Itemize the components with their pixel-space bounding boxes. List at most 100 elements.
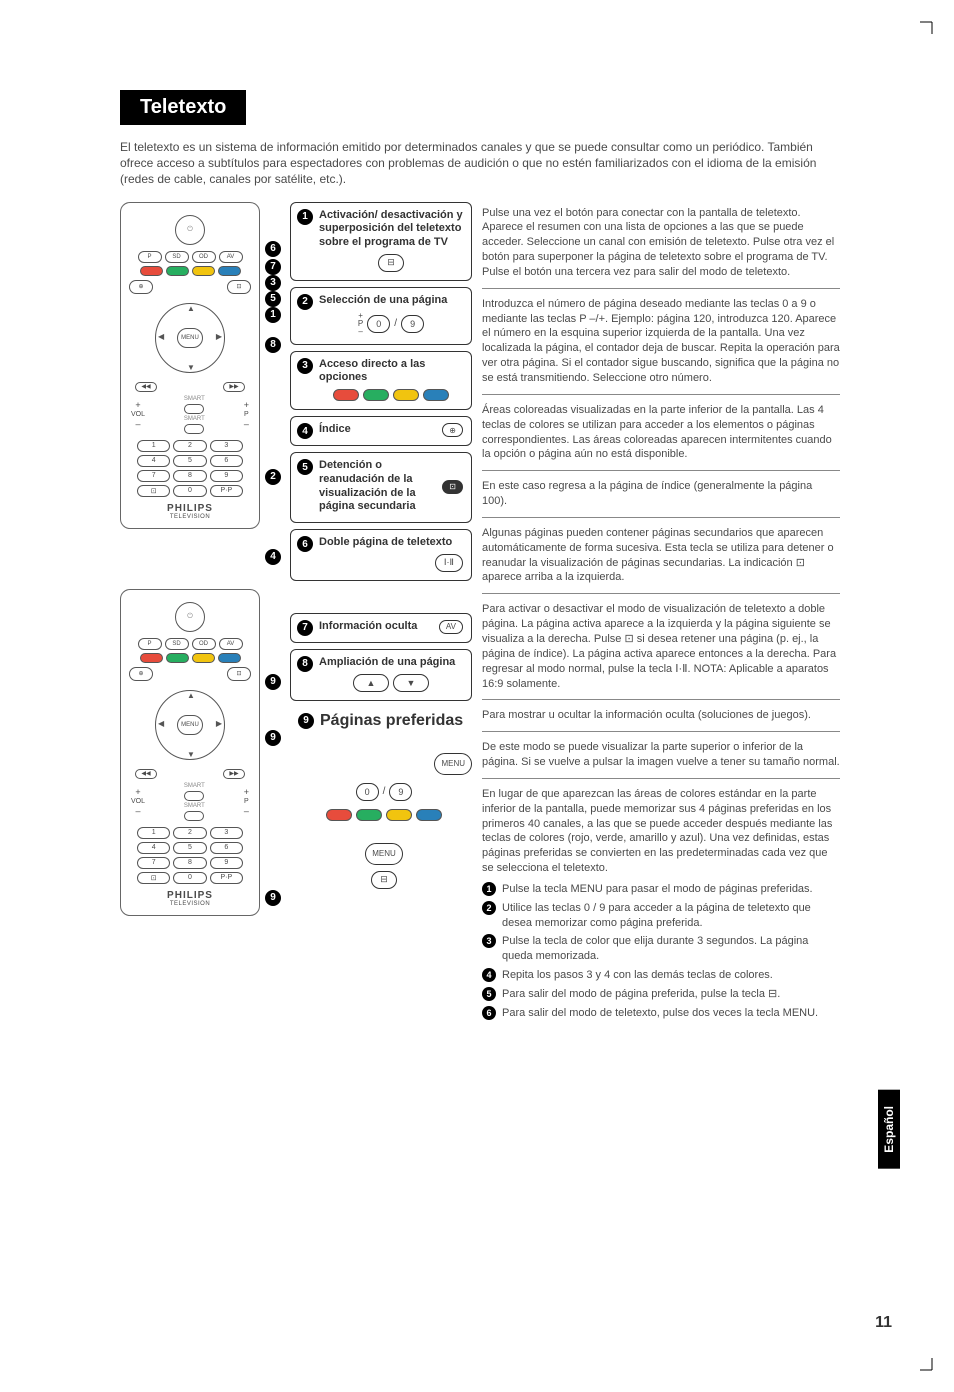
- remote-btn: AV: [219, 638, 243, 650]
- blue-button-icon: [218, 653, 241, 663]
- page-number: 11: [875, 1314, 892, 1332]
- red-button-icon: [333, 389, 359, 401]
- feature-number-badge: 4: [297, 423, 313, 439]
- remote-btn: ⊡: [227, 667, 251, 681]
- remote-btn: ▶▶: [223, 382, 245, 392]
- feature-number-badge: 5: [297, 459, 313, 475]
- feature-box: 4 Índice ⊕: [290, 416, 472, 446]
- remote-btn: AV: [219, 251, 243, 263]
- brand-label: PHILIPS: [129, 890, 251, 901]
- slash-icon: /: [383, 786, 386, 797]
- subpage-icon: ⊡: [442, 480, 463, 494]
- p-updown-icon: +P–: [358, 312, 363, 336]
- dual-page-icon: Ⅰ·Ⅱ: [435, 554, 463, 572]
- remote-column: ⏻ P SD OD AV ⊕ ⊡: [120, 202, 280, 1037]
- feature-box: 8 Ampliación de una página ▲ ▼: [290, 649, 472, 701]
- menu-button-icon: MENU: [434, 753, 472, 775]
- feature-column: 1 Activación/ desactivación y superposic…: [290, 202, 472, 1037]
- crop-mark-br: [920, 1358, 944, 1382]
- remote-btn: SD: [165, 638, 189, 650]
- callout-badge: 9: [265, 730, 281, 746]
- power-button-icon: ⏻: [175, 215, 205, 245]
- step-text: Pulse la tecla MENU para pasar el modo d…: [502, 882, 840, 897]
- green-button-icon: [356, 809, 382, 821]
- feature-title: Páginas preferidas: [320, 711, 463, 731]
- menu-button-icon: MENU: [365, 843, 403, 865]
- remote-diagram-1: ⏻ P SD OD AV ⊕ ⊡: [120, 202, 260, 529]
- callout-badge: 9: [265, 890, 281, 906]
- page-content: Teletexto El teletexto es un sistema de …: [120, 90, 840, 1037]
- feature-title: Información oculta: [319, 620, 417, 634]
- callout-badge: 6: [265, 241, 281, 257]
- remote-btn: P: [138, 638, 162, 650]
- remote-btn: ◀◀: [135, 382, 157, 392]
- feature-title: Acceso directo a las opciones: [319, 358, 463, 386]
- language-tab: Español: [878, 1090, 900, 1169]
- feature-title: Selección de una página: [319, 294, 463, 308]
- remote-btn: OD: [192, 638, 216, 650]
- yellow-button-icon: [192, 653, 215, 663]
- page-title: Teletexto: [120, 90, 246, 125]
- remote-diagram-2: ⏻ P SD OD AV ⊕ ⊡: [120, 589, 260, 916]
- feature-9-icons: MENU 0 / 9 MENU ⊟: [290, 753, 472, 889]
- red-button-icon: [140, 653, 163, 663]
- slash-icon: /: [394, 318, 397, 329]
- feature-description: De este modo se puede visualizar la part…: [482, 736, 840, 779]
- nav-cluster-icon: MENU ▲▼ ◀▶: [150, 298, 230, 378]
- feature-title: Activación/ desactivación y superposició…: [319, 209, 463, 250]
- power-button-icon: ⏻: [175, 602, 205, 632]
- feature-box: 5 Detención o reanudación de la visualiz…: [290, 452, 472, 523]
- yellow-button-icon: [192, 266, 215, 276]
- green-button-icon: [166, 266, 189, 276]
- brand-sublabel: TELEVISION: [129, 514, 251, 520]
- callout-badge: 9: [265, 674, 281, 690]
- callout-badge: 7: [265, 259, 281, 275]
- smart-buttons-icon: SMART SMART: [184, 783, 205, 821]
- numpad-icon: 123 456 789 ⊡0P·P: [129, 827, 251, 884]
- brand-label: PHILIPS: [129, 503, 251, 514]
- callout-badge: 8: [265, 337, 281, 353]
- feature-description: Para activar o desactivar el modo de vis…: [482, 598, 840, 700]
- vol-control-icon: +VOL–: [131, 787, 145, 816]
- feature-number-badge: 8: [297, 656, 313, 672]
- feature-description: Introduzca el número de página deseado m…: [482, 293, 840, 395]
- remote-btn: P: [138, 251, 162, 263]
- av-icon: AV: [439, 620, 463, 634]
- down-arrow-icon: ▼: [393, 674, 429, 692]
- feature-description: Algunas páginas pueden contener páginas …: [482, 522, 840, 594]
- yellow-button-icon: [386, 809, 412, 821]
- feature-title: Detención o reanudación de la visualizac…: [319, 459, 442, 514]
- step-number-badge: 5: [482, 987, 496, 1001]
- teletext-icon: ⊟: [378, 254, 404, 272]
- feature-number-badge: 3: [297, 358, 313, 374]
- remote-btn: ⊕: [129, 280, 153, 294]
- nav-cluster-icon: MENU ▲▼ ◀▶: [150, 685, 230, 765]
- crop-mark-tr: [920, 10, 944, 34]
- callout-badge: 3: [265, 275, 281, 291]
- p-control-icon: +P–: [244, 787, 249, 816]
- p-control-icon: +P–: [244, 400, 249, 429]
- feature-number-badge: 9: [298, 713, 314, 729]
- remote-btn: ⊕: [129, 667, 153, 681]
- feature-description: Áreas coloreadas visualizadas en la part…: [482, 399, 840, 471]
- content-columns: ⏻ P SD OD AV ⊕ ⊡: [120, 202, 840, 1037]
- remote-btn: ◀◀: [135, 769, 157, 779]
- feature-title: Ampliación de una página: [319, 656, 463, 670]
- step-text: Utilice las teclas 0 / 9 para acceder a …: [502, 901, 840, 931]
- up-arrow-icon: ▲: [353, 674, 389, 692]
- nine-button-icon: 9: [401, 315, 424, 333]
- callout-badge: 5: [265, 291, 281, 307]
- green-button-icon: [166, 653, 189, 663]
- numpad-icon: 123 456 789 ⊡0P·P: [129, 440, 251, 497]
- red-button-icon: [140, 266, 163, 276]
- feature-box: 1 Activación/ desactivación y superposic…: [290, 202, 472, 281]
- step-number-badge: 2: [482, 901, 496, 915]
- step-number-badge: 3: [482, 934, 496, 948]
- feature-box: 7 Información oculta AV: [290, 613, 472, 643]
- step-list: 1Pulse la tecla MENU para pasar el modo …: [482, 882, 840, 1021]
- teletext-icon: ⊟: [371, 871, 397, 889]
- green-button-icon: [363, 389, 389, 401]
- feature-number-badge: 2: [297, 294, 313, 310]
- remote-btn: SD: [165, 251, 189, 263]
- feature-title: Doble página de teletexto: [319, 536, 463, 550]
